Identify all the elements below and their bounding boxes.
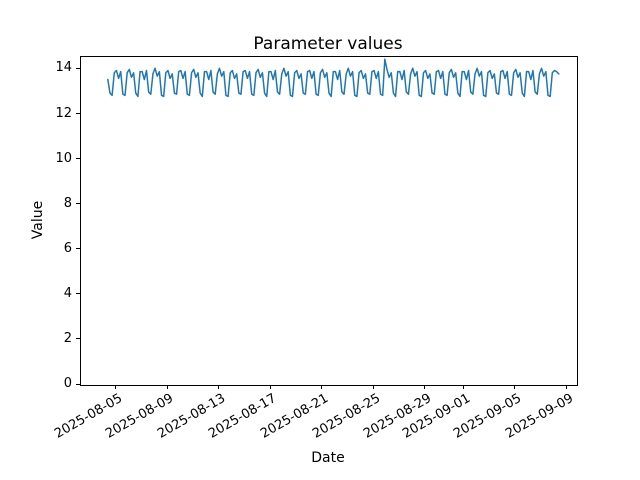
y-tick-label: 4 [63, 285, 72, 301]
y-tick-label: 0 [63, 376, 72, 391]
y-tick-label: 14 [55, 60, 72, 76]
x-tick-mark [514, 385, 516, 389]
y-tick-mark [76, 383, 80, 385]
y-axis-label: Value [30, 200, 46, 240]
y-tick-mark [76, 113, 80, 114]
x-axis-label: Date [311, 450, 345, 466]
x-tick-mark [166, 385, 168, 389]
x-tick-mark [372, 385, 374, 389]
y-tick-mark [76, 293, 80, 295]
y-tick-mark [76, 338, 80, 340]
y-tick-label: 6 [63, 240, 72, 256]
y-tick-mark [76, 203, 80, 205]
x-tick-mark [565, 385, 567, 389]
x-tick-mark [424, 385, 426, 389]
y-tick-mark [76, 248, 80, 250]
x-tick-mark [218, 385, 219, 389]
y-tick-mark [76, 158, 80, 160]
x-tick-mark [321, 385, 323, 389]
x-tick-mark [462, 385, 464, 389]
x-tick-mark [114, 385, 116, 389]
x-tick-mark [269, 385, 271, 389]
chart-title: Parameter values [253, 34, 403, 54]
y-tick-label: 12 [55, 105, 72, 121]
y-tick-label: 8 [63, 195, 72, 211]
y-tick-label: 10 [55, 150, 72, 166]
y-tick-label: 2 [63, 330, 72, 346]
line-series-svg [107, 58, 560, 98]
y-tick-mark [76, 67, 80, 69]
parameter-series-line [107, 58, 560, 98]
plot-area [80, 56, 578, 386]
